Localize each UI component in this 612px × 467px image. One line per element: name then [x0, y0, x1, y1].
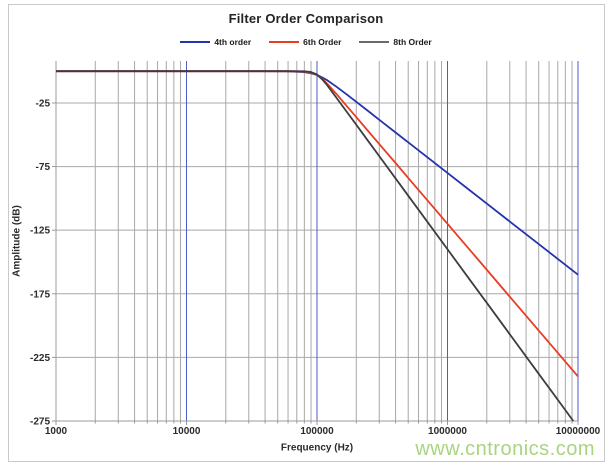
legend: 4th order 6th Order 8th Order — [0, 35, 612, 49]
legend-line-sample-8th-order — [359, 41, 390, 43]
x-tick-label: 100000 — [300, 426, 334, 437]
y-tick-label: -75 — [36, 162, 51, 173]
legend-label: 4th order — [214, 37, 252, 47]
legend-label: 8th Order — [393, 37, 432, 47]
x-tick-label: 10000 — [173, 426, 201, 437]
chart-title: Filter Order Comparison — [228, 11, 384, 26]
y-tick-label: -125 — [30, 226, 50, 237]
legend-line-sample-4th-order — [180, 41, 211, 43]
x-tick-label: 1000 — [45, 426, 68, 437]
y-axis-title: Amplitude (dB) — [11, 205, 23, 277]
y-tick-label: -175 — [30, 289, 50, 300]
legend-item-4th-order: 4th order — [180, 37, 251, 47]
y-tick-label: -275 — [30, 417, 50, 428]
y-tick-label: -25 — [36, 98, 51, 109]
y-tick-label: -225 — [30, 353, 50, 364]
x-tick-label: 1000000 — [428, 426, 467, 437]
watermark: www.cntronics.com — [415, 438, 595, 460]
series-line-8th-order — [56, 70, 575, 422]
x-tick-label: 10000000 — [556, 426, 601, 437]
legend-item-6th-order: 6th Order — [269, 37, 341, 47]
legend-label: 6th Order — [303, 37, 342, 47]
chart-frame — [8, 4, 605, 462]
x-axis-title: Frequency (Hz) — [280, 442, 354, 454]
legend-item-8th-order: 8th Order — [359, 37, 432, 47]
legend-line-sample-6th-order — [269, 41, 300, 43]
